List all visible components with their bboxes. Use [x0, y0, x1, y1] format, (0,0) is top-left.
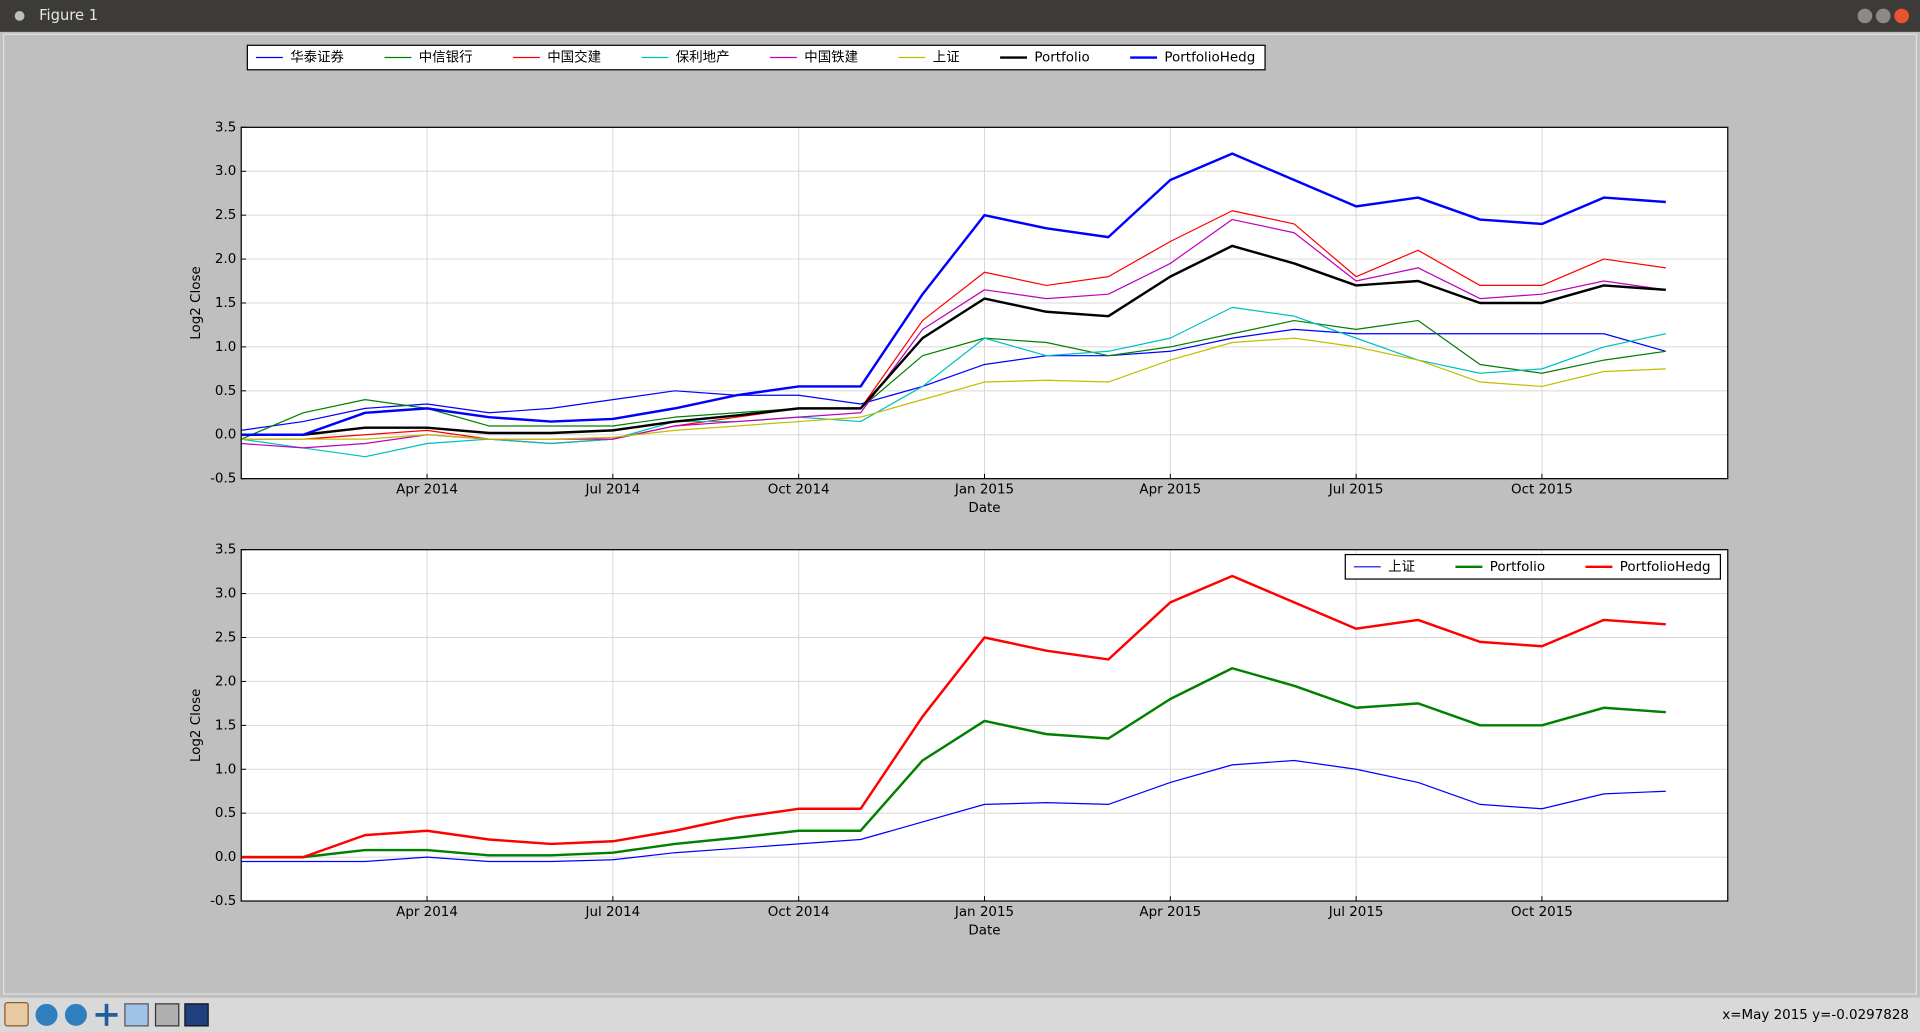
- minimize-button[interactable]: [1857, 8, 1873, 24]
- close-button[interactable]: [1894, 8, 1909, 24]
- x-tick-label: Oct 2014: [768, 483, 830, 498]
- y-tick-label: 3.5: [215, 543, 236, 558]
- legend-label: 上证: [933, 50, 960, 66]
- pan-button[interactable]: [95, 1003, 118, 1026]
- toolbar-buttons: [4, 1002, 209, 1027]
- title-bar: [0, 0, 1920, 32]
- y-tick-label: 2.5: [215, 208, 236, 223]
- x-tick-label: Apr 2014: [396, 483, 458, 498]
- y-tick-label: -0.5: [210, 894, 236, 909]
- x-tick-label: Apr 2015: [1139, 483, 1201, 498]
- legend-label: Portfolio: [1034, 51, 1089, 66]
- series-line: [241, 667, 1666, 859]
- legend-frame: [1344, 553, 1722, 580]
- legend-label: 中国交建: [547, 49, 601, 66]
- x-tick-label: Jul 2014: [584, 483, 640, 498]
- x-tick-label: Apr 2014: [396, 905, 458, 920]
- legend: 华泰证券 中信银行 中国交建 保利地产 中国铁建 上证 Portfolio Portfolio…: [246, 44, 1266, 71]
- series-line: [241, 319, 1666, 440]
- home-button[interactable]: [4, 1002, 29, 1027]
- x-axis-label: Date: [968, 923, 1000, 938]
- x-tick-label: Jul 2015: [1328, 483, 1384, 498]
- status-text: x=May 2015 y=-0.0297828: [1722, 1008, 1909, 1023]
- legend-frame: [246, 44, 1266, 71]
- x-tick-label: Jul 2014: [584, 905, 640, 920]
- legend-label: 中国铁建: [804, 50, 858, 66]
- zoom-button[interactable]: [124, 1003, 149, 1027]
- legend-label: Portfolio: [1490, 560, 1545, 575]
- axes: -0.5 0.0 0.5 1.0 1.5 2.0 2.5 3.0 3.5 Apr 2014 Jul …: [189, 44, 1729, 516]
- save-button[interactable]: [184, 1003, 209, 1027]
- y-axis-label: Log2 Close: [189, 689, 204, 763]
- window-title: Figure 1: [39, 7, 98, 24]
- x-tick-label: Oct 2014: [768, 905, 830, 920]
- window-menu-button[interactable]: [14, 11, 25, 21]
- x-axis-label: Date: [968, 501, 1000, 516]
- x-tick-label: Jan 2015: [954, 483, 1014, 498]
- y-tick-label: 1.5: [215, 718, 236, 733]
- toolbar: [0, 997, 1920, 1032]
- plots: -0.5 0.0 0.5 1.0 1.5 2.0 2.5 3.0 3.5 Apr 2014 Jul …: [189, 44, 1729, 938]
- series-line: [241, 759, 1666, 863]
- series-line: [241, 210, 1666, 445]
- legend: 上证 Portfolio PortfolioHedg: [1344, 553, 1722, 580]
- y-tick-label: 2.0: [215, 252, 236, 267]
- series-line: [241, 244, 1666, 436]
- subplots-button[interactable]: [154, 1003, 180, 1027]
- legend-label: 华泰证券: [290, 50, 344, 66]
- y-tick-label: 0.0: [215, 428, 236, 443]
- y-tick-label: -0.5: [210, 472, 236, 487]
- plot-frame: [240, 126, 1729, 480]
- x-tick-label: Jul 2015: [1328, 905, 1384, 920]
- x-tick-label: Oct 2015: [1511, 905, 1573, 920]
- forward-button[interactable]: [64, 1003, 87, 1026]
- legend-label: 中信银行: [419, 50, 473, 66]
- legend-label: 保利地产: [676, 50, 730, 66]
- back-button[interactable]: [35, 1003, 58, 1026]
- series-line: [241, 328, 1666, 431]
- x-tick-label: Oct 2015: [1511, 483, 1573, 498]
- x-tick-label: Jan 2015: [954, 905, 1014, 920]
- y-tick-label: 1.0: [215, 340, 236, 355]
- legend-label: 上证: [1388, 559, 1415, 575]
- plot-frame: [240, 549, 1729, 902]
- y-tick-label: 1.0: [215, 762, 236, 777]
- y-tick-label: 0.0: [215, 850, 236, 865]
- x-tick-label: Apr 2015: [1139, 905, 1201, 920]
- series-line: [241, 306, 1666, 458]
- y-tick-label: 0.5: [215, 384, 236, 399]
- y-tick-label: 2.5: [215, 631, 236, 646]
- y-tick-label: 3.5: [215, 120, 236, 135]
- y-axis-label: Log2 Close: [189, 266, 204, 340]
- axes: -0.5 0.0 0.5 1.0 1.5 2.0 2.5 3.0 3.5 Apr 2014 Jul …: [189, 543, 1729, 938]
- series-line: [241, 337, 1666, 440]
- series-line: [241, 574, 1666, 859]
- y-tick-label: 3.0: [215, 587, 236, 602]
- legend-label: PortfolioHedg: [1620, 560, 1711, 575]
- y-tick-label: 0.5: [215, 806, 236, 821]
- legend-label: PortfolioHedg: [1164, 51, 1255, 66]
- y-tick-label: 1.5: [215, 296, 236, 311]
- maximize-button[interactable]: [1875, 8, 1891, 24]
- y-tick-label: 2.0: [215, 674, 236, 689]
- y-tick-label: 3.0: [215, 164, 236, 179]
- series-line: [241, 152, 1666, 436]
